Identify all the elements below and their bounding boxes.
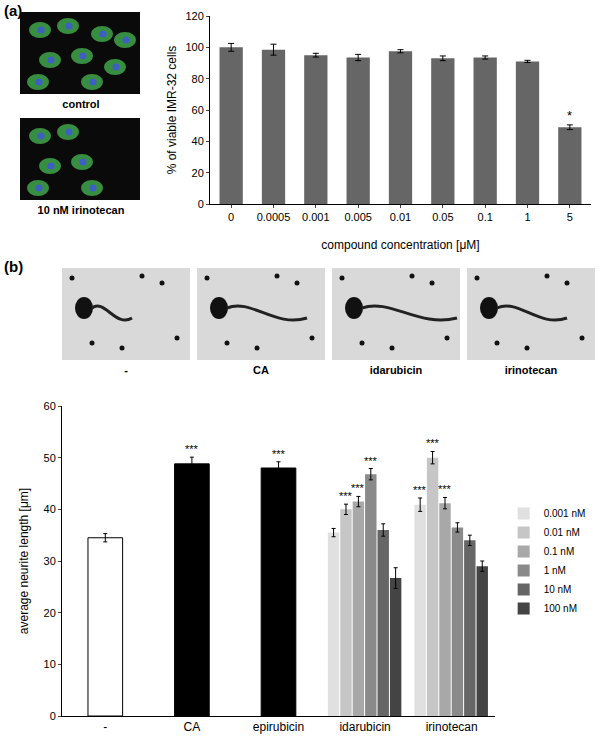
svg-text:1: 1 — [524, 211, 530, 223]
svg-text:80: 80 — [192, 73, 204, 85]
svg-text:1 nM: 1 nM — [544, 565, 566, 576]
svg-text:30: 30 — [44, 555, 56, 567]
svg-text:0: 0 — [228, 211, 234, 223]
svg-text:***: *** — [272, 448, 286, 460]
svg-text:***: *** — [438, 483, 452, 495]
svg-text:60: 60 — [44, 400, 56, 412]
svg-text:***: *** — [351, 482, 365, 494]
html-text:control: control — [62, 98, 100, 110]
svg-text:0.001 nM: 0.001 nM — [544, 508, 586, 519]
svg-text:irinotecan: irinotecan — [426, 720, 478, 734]
svg-text:0.01 nM: 0.01 nM — [544, 527, 580, 538]
svg-text:idarubicin: idarubicin — [339, 720, 390, 734]
svg-text:20: 20 — [192, 167, 204, 179]
svg-text:60: 60 — [192, 104, 204, 116]
svg-text:5: 5 — [567, 211, 573, 223]
svg-text:0.1 nM: 0.1 nM — [544, 546, 575, 557]
svg-text:compound concentration [μM]: compound concentration [μM] — [321, 238, 479, 252]
html-text:10 nM irinotecan: 10 nM irinotecan — [37, 204, 125, 216]
svg-text:10 nM: 10 nM — [544, 584, 572, 595]
svg-text:***: *** — [185, 443, 199, 455]
svg-text:***: *** — [426, 437, 440, 449]
svg-text:***: *** — [413, 484, 427, 496]
svg-text:***: *** — [339, 490, 353, 502]
svg-text:average neurite length [μm]: average neurite length [μm] — [17, 488, 31, 634]
html-text:(a): (a) — [4, 2, 23, 19]
svg-text:40: 40 — [44, 503, 56, 515]
html-text:(b): (b) — [4, 258, 24, 275]
svg-text:0.05: 0.05 — [432, 211, 453, 223]
svg-text:50: 50 — [44, 452, 56, 464]
svg-text:100: 100 — [185, 41, 203, 53]
svg-text:CA: CA — [184, 720, 201, 734]
svg-text:***: *** — [364, 455, 378, 467]
html-text:irinotecan: irinotecan — [504, 364, 558, 376]
svg-text:epirubicin: epirubicin — [253, 720, 304, 734]
html-text:idarubicin: idarubicin — [369, 364, 423, 376]
svg-text:0.0005: 0.0005 — [257, 211, 291, 223]
svg-text:0: 0 — [50, 710, 56, 722]
svg-text:100 nM: 100 nM — [544, 603, 577, 614]
svg-text:10: 10 — [44, 658, 56, 670]
svg-text:40: 40 — [192, 135, 204, 147]
html-text:CA: CA — [253, 364, 269, 376]
svg-text:0.005: 0.005 — [344, 211, 372, 223]
svg-text:20: 20 — [44, 607, 56, 619]
svg-text:*: * — [567, 108, 572, 123]
svg-text:-: - — [103, 720, 107, 734]
svg-text:0.01: 0.01 — [390, 211, 411, 223]
svg-text:0.1: 0.1 — [478, 211, 493, 223]
svg-text:% of viable IMR-32 cells: % of viable IMR-32 cells — [165, 46, 179, 175]
svg-text:0: 0 — [198, 198, 204, 210]
svg-text:0.001: 0.001 — [302, 211, 330, 223]
svg-text:120: 120 — [185, 10, 203, 22]
